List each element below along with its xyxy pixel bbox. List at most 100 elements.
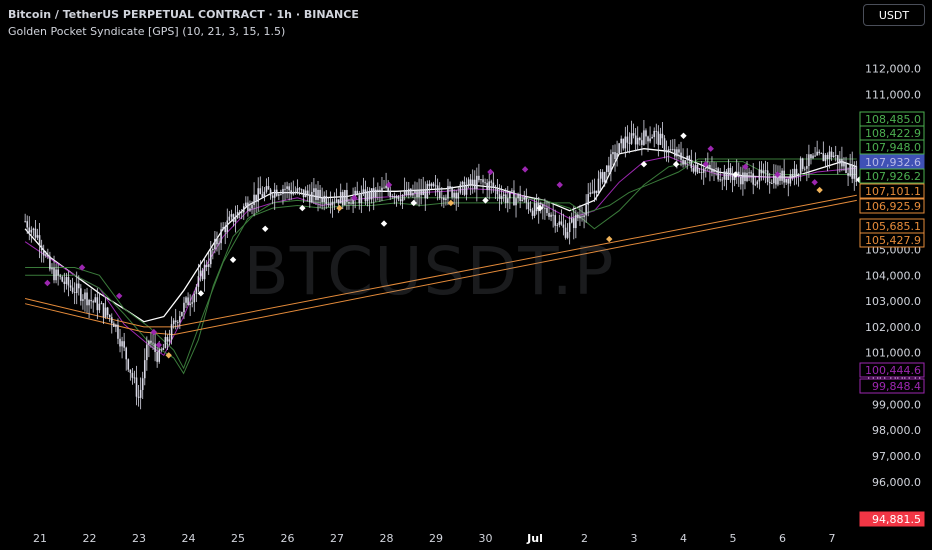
candle-body (249, 208, 251, 211)
y-tick-label: 97,000.0 (872, 450, 921, 463)
candle-body (822, 153, 825, 162)
candle-body (457, 192, 460, 199)
candle-body (397, 195, 400, 200)
candle-body (290, 190, 293, 195)
candle-body (304, 190, 307, 198)
candle-body (222, 227, 224, 230)
candle-body (30, 229, 33, 233)
candle-body (698, 172, 701, 173)
white-signal-diamond (197, 290, 205, 297)
white-signal-diamond (640, 161, 648, 168)
candle-body (339, 192, 342, 204)
white-signal-diamond (680, 132, 687, 140)
symbol-title[interactable]: Bitcoin / TetherUS PERPETUAL CONTRACT · … (8, 8, 359, 21)
candle-body (96, 297, 99, 311)
purple-signal-diamond (78, 264, 86, 271)
candle-body (575, 214, 577, 229)
candle-body (721, 179, 724, 181)
candle-body (438, 191, 441, 198)
candle-body (535, 203, 538, 212)
candle-body (634, 135, 637, 145)
candle-body (71, 287, 74, 293)
candle-body (191, 302, 194, 304)
price-label-box (859, 511, 925, 527)
candle-body (323, 195, 326, 203)
x-tick-label: 24 (182, 532, 196, 545)
candle-body (762, 170, 765, 174)
candle-body (238, 211, 241, 213)
candle-body (410, 188, 412, 196)
candle-body (317, 189, 319, 201)
candle-body (360, 192, 363, 204)
candle-body (443, 197, 445, 200)
candle-body (148, 340, 150, 345)
green2-line (25, 158, 857, 375)
candle-body (296, 188, 299, 192)
candle-body (715, 168, 717, 170)
candle-body (282, 188, 284, 195)
candle-body (348, 202, 350, 204)
candle-body (647, 136, 649, 142)
candle-body (750, 172, 752, 174)
candle-body (595, 190, 598, 194)
candle-body (385, 185, 387, 189)
candle-body (88, 299, 90, 306)
candle-body (799, 158, 802, 174)
candle-body (420, 190, 422, 196)
candle-body (570, 218, 573, 223)
candle-body (814, 155, 816, 157)
candle-body (391, 196, 394, 197)
candle-body (24, 221, 26, 222)
indicator-title[interactable]: Golden Pocket Syndicate [GPS] (10, 21, 3… (8, 25, 286, 38)
candle-body (401, 195, 404, 202)
candle-body (352, 196, 354, 205)
candle-body (53, 267, 55, 281)
candle-body (127, 359, 130, 370)
candle-body (75, 283, 78, 294)
candle-body (84, 292, 86, 300)
currency-button[interactable]: USDT (863, 4, 925, 26)
candle-body (40, 245, 43, 251)
candle-body (224, 227, 227, 233)
y-tick-label: 103,000.0 (865, 295, 921, 308)
candle-body (812, 155, 814, 159)
orange-signal-diamond (447, 199, 455, 207)
x-tick-label: 23 (132, 532, 146, 545)
x-tick-label: 6 (779, 532, 786, 545)
candle-body (154, 343, 156, 352)
candle-body (616, 153, 618, 160)
candle-body (292, 191, 295, 195)
y-tick-label: 112,000.0 (865, 63, 921, 76)
candle-body (690, 160, 693, 169)
candle-body (519, 193, 521, 202)
candle-body (57, 269, 59, 276)
candle-body (653, 130, 656, 137)
candle-body (150, 340, 152, 343)
y-tick-label: 101,000.0 (865, 347, 921, 360)
candle-body (354, 190, 356, 197)
candle-body (527, 202, 530, 210)
candle-body (748, 172, 750, 174)
candle-body (585, 204, 587, 216)
candle-body (162, 347, 165, 350)
candle-body (346, 190, 348, 203)
time-axis[interactable]: 21 22 23 24 25 26 27 28 29 30 Jul 2 3 4 5 6 7 (33, 532, 836, 545)
candle-body (496, 188, 499, 195)
price-label-text: 105,427.9 (865, 234, 921, 247)
candle-body (632, 133, 635, 136)
candle-body (377, 189, 379, 191)
candle-body (125, 347, 128, 360)
candle-body (806, 166, 808, 169)
candle-body (843, 162, 845, 167)
candle-body (645, 130, 647, 137)
candle-body (552, 214, 554, 216)
white-signal-diamond (732, 171, 739, 178)
candle-body (700, 172, 703, 173)
candle-body (723, 171, 726, 180)
candle-body (302, 189, 305, 198)
candle-body (319, 189, 321, 198)
candle-body (459, 184, 462, 193)
candle-body (828, 151, 831, 160)
candle-body (73, 292, 76, 294)
